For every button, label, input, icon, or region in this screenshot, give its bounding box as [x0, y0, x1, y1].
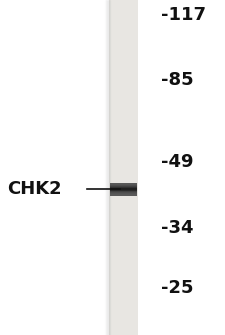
FancyBboxPatch shape: [109, 0, 138, 335]
Text: -34: -34: [161, 219, 193, 237]
Text: -25: -25: [161, 279, 193, 297]
Text: -85: -85: [161, 71, 194, 89]
Text: -117: -117: [161, 6, 206, 24]
Text: -49: -49: [161, 153, 193, 172]
Text: CHK2: CHK2: [7, 180, 61, 198]
